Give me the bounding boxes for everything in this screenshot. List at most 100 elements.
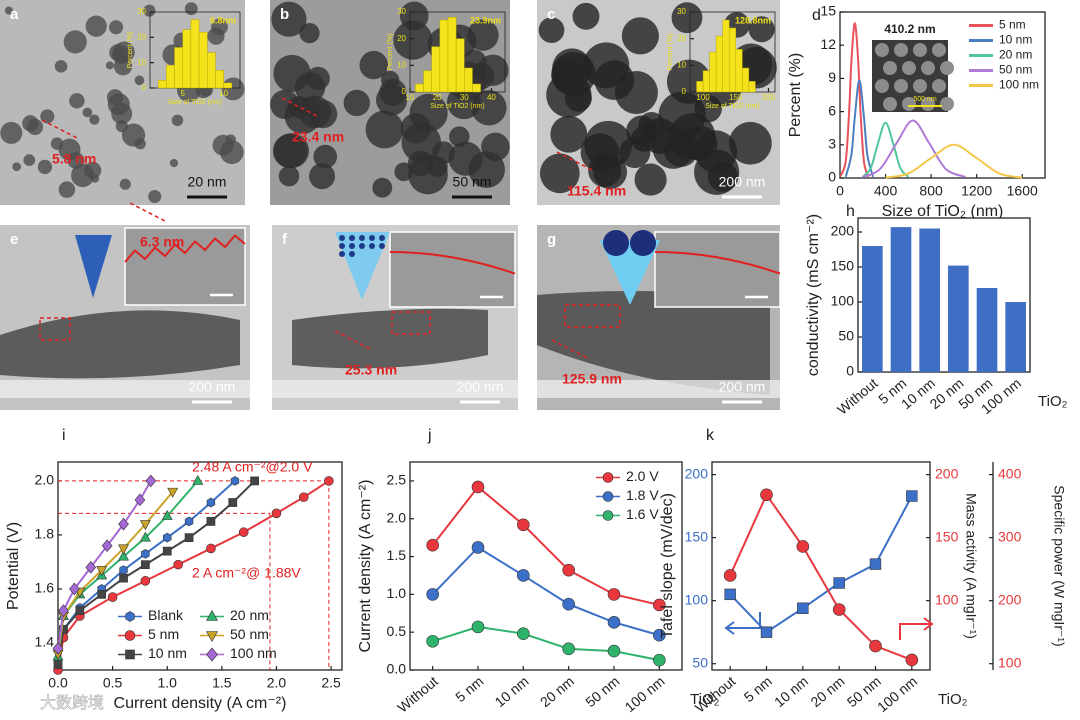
- cone-particle: [630, 230, 656, 256]
- measurement: 6.3 nm: [140, 234, 184, 250]
- scale-bar-label: 200 nm: [457, 379, 504, 395]
- particle: [707, 161, 738, 192]
- y-tick-label: 100: [831, 293, 855, 309]
- data-point: [107, 592, 118, 602]
- data-point: [134, 493, 146, 507]
- particle: [271, 1, 307, 37]
- histogram-bar: [198, 32, 208, 89]
- particle: [225, 134, 236, 145]
- y-tick-label: 30: [137, 7, 146, 16]
- particle: [105, 61, 114, 70]
- legend-label: 10 nm: [148, 645, 187, 661]
- inset-image: [654, 231, 781, 308]
- legend-label: 100 nm: [230, 645, 277, 661]
- cone-particle: [359, 243, 365, 249]
- series-line: [862, 119, 966, 178]
- data-point: [471, 541, 485, 554]
- legend-label: 2.0 V: [626, 468, 659, 484]
- plot-frame: [409, 461, 683, 671]
- pore: [902, 61, 916, 75]
- particle: [313, 144, 338, 169]
- particle: [148, 189, 162, 204]
- measurement: 5.8 nm: [52, 151, 96, 167]
- histogram-bar: [715, 35, 723, 93]
- data-point: [833, 577, 845, 589]
- y-tick-label: 0: [402, 87, 407, 96]
- particle: [89, 114, 100, 125]
- region-box: [564, 304, 621, 328]
- data-point: [139, 520, 151, 531]
- y-tick-label: 100: [685, 591, 709, 607]
- y-tick-label: 30: [397, 7, 406, 16]
- particle: [481, 132, 510, 162]
- cone-particle: [349, 251, 355, 257]
- series-line: [729, 492, 913, 661]
- particle: [184, 2, 198, 16]
- cone-particle: [369, 235, 375, 241]
- y-tick-label: 200: [831, 223, 855, 239]
- particle: [550, 115, 588, 153]
- x-tick-label: 2.0: [267, 675, 287, 691]
- x-axis-label: Size of TiO2 (nm): [705, 103, 759, 110]
- x-tick-label: 0.5: [103, 675, 123, 691]
- y-tick-label: 400: [998, 465, 1022, 481]
- histogram-bar: [735, 49, 743, 93]
- pore: [932, 43, 946, 57]
- panel-letter: f: [282, 231, 288, 248]
- data-point: [724, 588, 736, 601]
- data-point: [607, 644, 621, 658]
- particle: [631, 126, 657, 152]
- data-point: [141, 560, 150, 569]
- x-tick-label: 20 nm: [537, 673, 577, 710]
- y-tick-label: 9: [828, 69, 836, 85]
- data-point: [562, 563, 575, 577]
- y-tick-label: 150: [685, 528, 709, 544]
- scale-bar-label: 200 nm: [719, 379, 766, 395]
- pore: [913, 43, 927, 57]
- data-point: [101, 539, 113, 553]
- inset-boundary: [124, 234, 246, 263]
- particle: [634, 163, 667, 196]
- measurement: 125.9 nm: [562, 371, 622, 387]
- data-point: [59, 625, 68, 634]
- y-tick-label: 10: [397, 60, 406, 69]
- particle: [583, 42, 630, 89]
- histogram-bar: [722, 19, 730, 93]
- y-tick-label: 15: [820, 3, 836, 19]
- region-box: [39, 317, 71, 341]
- measurement: 25.3 nm: [345, 362, 397, 378]
- y-tick-label: 0.5: [387, 623, 407, 639]
- data-point: [562, 597, 575, 611]
- panel-letter: b: [280, 6, 289, 23]
- particle: [26, 118, 44, 136]
- x-axis-label: TiO₂: [938, 691, 968, 708]
- particle: [294, 72, 326, 103]
- data-point: [163, 532, 172, 543]
- y-tick-label: 1.8: [35, 526, 55, 542]
- particle: [401, 122, 442, 163]
- pore: [940, 97, 954, 111]
- data-point: [141, 548, 150, 559]
- particle: [85, 15, 107, 37]
- y2-axis-label: Mass activity (A mgIr⁻¹): [963, 493, 979, 639]
- x-tick-label: 1600: [1007, 183, 1038, 199]
- series-line: [844, 79, 874, 178]
- series-line: [839, 22, 870, 178]
- particle: [4, 6, 13, 15]
- pore: [883, 61, 897, 75]
- histogram-bar: [742, 67, 750, 93]
- x-tick-label: 0: [836, 183, 844, 199]
- data-point: [471, 480, 485, 494]
- bar: [919, 228, 940, 372]
- cone-particle: [379, 243, 385, 249]
- x-axis-label: TiO₂: [690, 691, 720, 708]
- legend-marker: [205, 631, 219, 643]
- pore: [921, 61, 935, 75]
- annotation: 2 A cm⁻²@ 1.88V: [192, 565, 301, 581]
- inset-boundary: [389, 251, 516, 275]
- data-point: [184, 516, 194, 527]
- legend-label: Blank: [148, 607, 184, 623]
- axis-arrow: [724, 612, 761, 635]
- histogram-bar: [709, 51, 717, 93]
